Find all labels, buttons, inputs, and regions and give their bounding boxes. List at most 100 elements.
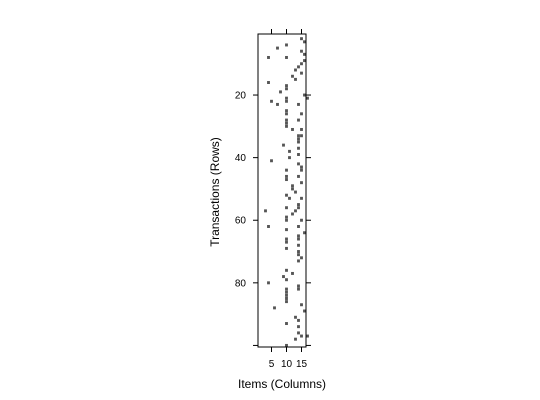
cell-mark — [300, 71, 303, 75]
cell-mark — [285, 290, 288, 294]
cell-mark — [285, 124, 288, 128]
cell-mark — [285, 240, 288, 244]
cell-mark — [285, 178, 288, 182]
cell-mark — [297, 331, 300, 335]
cell-mark — [297, 162, 300, 166]
cell-mark — [297, 118, 300, 122]
cell-mark — [294, 190, 297, 194]
cell-mark — [285, 297, 288, 300]
cell-mark — [285, 99, 288, 103]
cell-mark — [273, 306, 276, 310]
cell-mark — [300, 112, 303, 116]
cell-mark — [291, 127, 294, 131]
x-axis-title: Items (Columns) — [238, 377, 326, 391]
cell-mark — [285, 228, 288, 232]
cell-mark — [285, 168, 288, 172]
cell-mark — [285, 293, 288, 297]
cell-mark — [285, 218, 288, 222]
x-ticks-top — [271, 29, 302, 34]
cell-mark — [285, 109, 288, 113]
cell-mark — [306, 334, 309, 338]
cell-mark — [297, 234, 300, 238]
cell-mark — [297, 250, 300, 254]
x-tick-label: 5 — [269, 359, 275, 370]
cell-mark — [285, 215, 288, 219]
cell-mark — [297, 206, 300, 210]
cell-mark — [294, 209, 297, 213]
cell-mark — [300, 168, 303, 172]
cell-mark — [303, 40, 306, 44]
cell-mark — [300, 181, 303, 185]
cell-mark — [285, 118, 288, 122]
cell-mark — [300, 62, 303, 66]
y-axis-title: Transactions (Rows) — [208, 137, 222, 247]
x-ticks-bottom: 5 10 15 — [269, 347, 308, 370]
cell-mark — [297, 137, 300, 141]
y-ticks-left: 20 40 60 80 — [235, 91, 258, 346]
cell-mark — [285, 246, 288, 250]
cell-mark — [270, 99, 273, 103]
cell-mark — [300, 37, 303, 41]
y-ticks-right — [306, 94, 311, 346]
cell-mark — [297, 146, 300, 150]
cell-mark — [294, 77, 297, 81]
cell-mark — [285, 87, 288, 91]
cell-mark — [297, 284, 300, 288]
cell-mark — [297, 203, 300, 207]
cells-layer — [264, 37, 309, 347]
cell-mark — [297, 259, 300, 263]
cell-mark — [303, 52, 306, 56]
cell-mark — [285, 96, 288, 100]
cell-mark — [285, 268, 288, 272]
cell-mark — [303, 59, 306, 63]
cell-mark — [282, 275, 285, 279]
cell-mark — [285, 55, 288, 59]
x-tick-label: 10 — [281, 359, 293, 370]
cell-mark — [282, 143, 285, 147]
cell-mark — [300, 256, 303, 260]
y-tick-label: 80 — [235, 278, 247, 289]
cell-mark — [297, 153, 300, 156]
cell-mark — [264, 209, 267, 213]
cell-mark — [300, 303, 303, 307]
cell-mark — [297, 318, 300, 322]
cell-mark — [300, 127, 303, 131]
cell-mark — [300, 134, 303, 138]
cell-mark — [297, 102, 300, 106]
cell-mark — [303, 93, 306, 97]
cell-mark — [267, 281, 270, 285]
cell-mark — [300, 196, 303, 200]
cell-mark — [291, 212, 294, 216]
cell-mark — [285, 206, 288, 210]
x-tick-label: 15 — [296, 359, 308, 370]
cell-mark — [297, 253, 300, 257]
cell-mark — [303, 231, 306, 235]
y-tick-label: 40 — [235, 153, 247, 164]
cell-mark — [297, 237, 300, 241]
cell-mark — [285, 287, 288, 291]
cell-mark — [291, 271, 294, 275]
cell-mark — [285, 121, 288, 125]
cell-mark — [285, 112, 288, 116]
cell-mark — [297, 325, 300, 329]
cell-mark — [288, 149, 291, 153]
cell-mark — [291, 184, 294, 188]
cell-mark — [276, 102, 279, 106]
cell-mark — [279, 90, 282, 94]
cell-mark — [297, 134, 300, 138]
cell-mark — [285, 278, 288, 282]
cell-mark — [294, 315, 297, 319]
cell-mark — [285, 84, 288, 88]
cell-mark — [276, 46, 279, 50]
cell-mark — [285, 193, 288, 197]
y-tick-label: 60 — [235, 216, 247, 227]
y-tick-label: 20 — [235, 91, 247, 102]
cell-mark — [285, 174, 288, 178]
cell-mark — [294, 337, 297, 341]
cell-mark — [303, 309, 306, 313]
cell-mark — [285, 43, 288, 47]
cell-mark — [297, 65, 300, 69]
cell-mark — [300, 334, 303, 338]
cell-mark — [285, 237, 288, 241]
